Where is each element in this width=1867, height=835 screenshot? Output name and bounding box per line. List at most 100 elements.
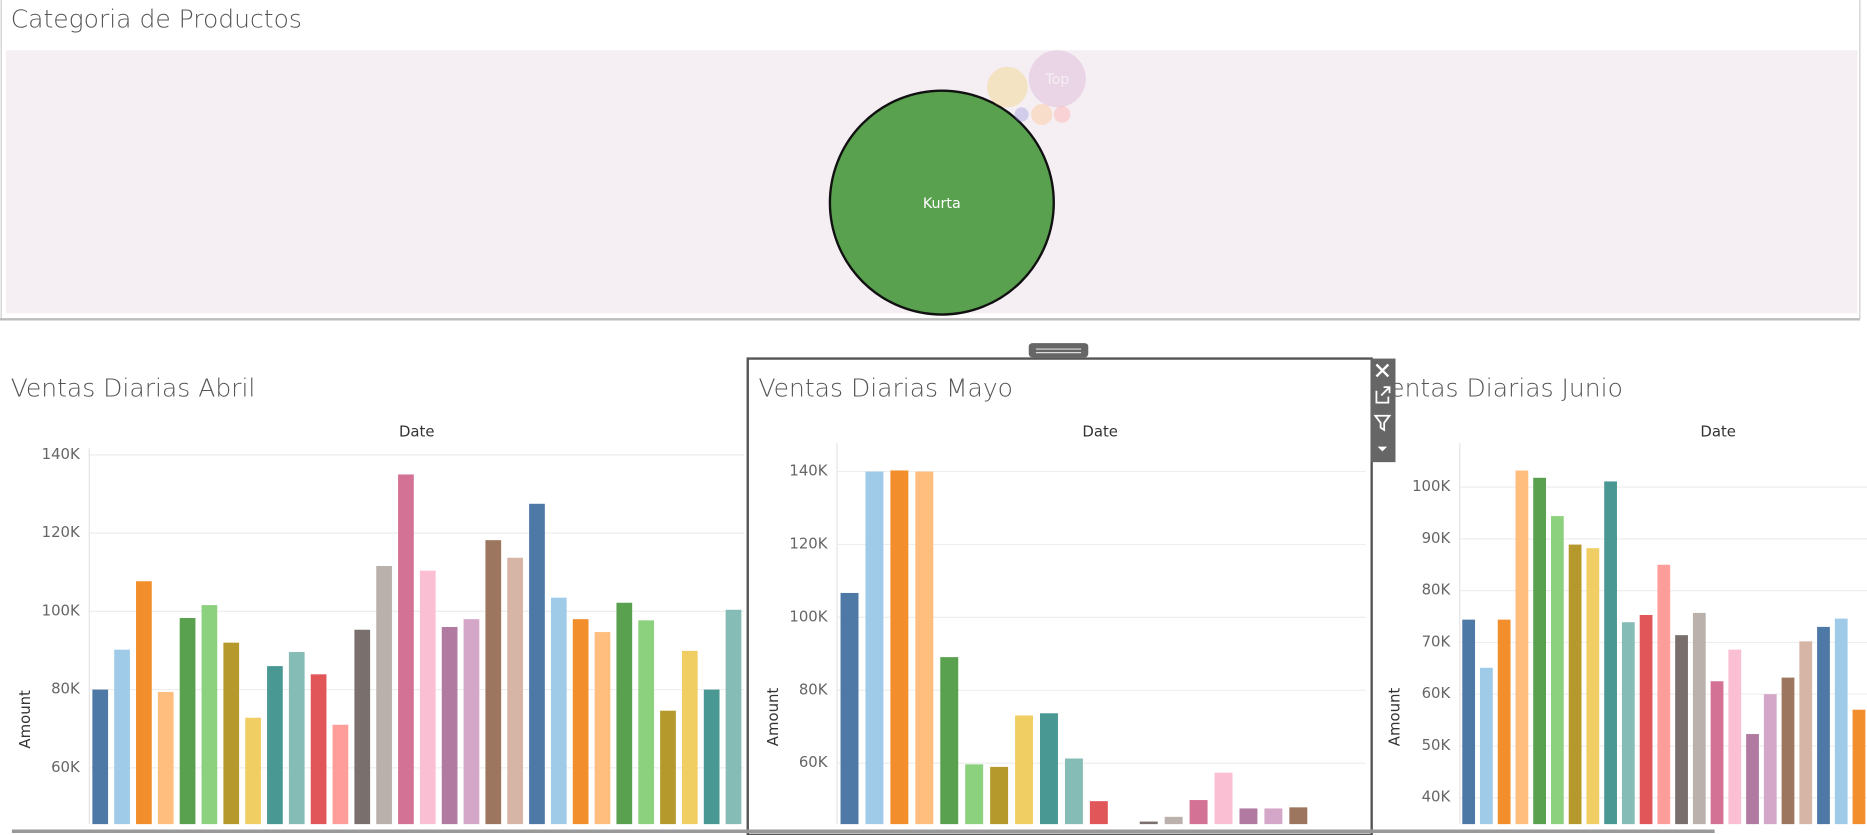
y-axis-title: Amount	[764, 688, 782, 747]
y-tick-label: 120K	[42, 523, 81, 541]
bar	[1657, 564, 1671, 825]
bar	[179, 617, 196, 825]
bar	[965, 764, 984, 825]
bar	[1015, 715, 1034, 825]
chart-title: Ventas Diarias Abril	[11, 374, 256, 403]
bar	[890, 470, 909, 825]
bar	[463, 619, 480, 825]
bar	[1639, 614, 1653, 825]
y-tick-label: 80K	[799, 680, 829, 698]
bar	[1763, 694, 1777, 825]
y-tick-label: 100K	[789, 607, 828, 625]
x-axis-title: Date	[1082, 422, 1118, 440]
chart-title: Ventas Diarias Mayo	[758, 374, 1013, 403]
y-tick-label: 140K	[789, 462, 828, 480]
y-tick-label: 60K	[799, 753, 829, 771]
bar	[594, 632, 611, 825]
bar	[1289, 807, 1308, 825]
bar	[1692, 612, 1706, 825]
bar	[703, 689, 720, 825]
y-tick-label: 80K	[51, 680, 81, 698]
bar	[1586, 548, 1600, 825]
y-tick-label: 70K	[1422, 632, 1452, 650]
bar	[92, 689, 109, 825]
bar	[507, 557, 523, 825]
bar	[1817, 626, 1830, 825]
open-icon[interactable]	[1375, 386, 1391, 404]
bars	[92, 474, 742, 825]
resize-handle[interactable]	[1028, 343, 1089, 358]
y-tick-label: 50K	[1422, 736, 1452, 754]
y-tick-label: 40K	[1422, 788, 1452, 806]
y-axis-title: Amount	[16, 690, 34, 749]
bar	[398, 474, 414, 825]
bar	[223, 642, 240, 825]
close-icon[interactable]	[1375, 363, 1390, 378]
bar	[354, 629, 371, 825]
bar	[1497, 619, 1511, 825]
bar	[1834, 618, 1848, 825]
bar	[915, 471, 934, 825]
bar	[1480, 667, 1493, 825]
bar	[1164, 816, 1183, 825]
bar	[1533, 477, 1547, 825]
bar	[1189, 800, 1208, 825]
bubble	[1014, 107, 1029, 122]
y-tick-label: 100K	[42, 601, 81, 619]
bar-chart: Ventas Diarias Mayo Date Amount 60K 80K 100K…	[758, 374, 1366, 825]
bar	[245, 717, 261, 825]
y-tick-label: 60K	[1422, 684, 1452, 702]
y-tick-label: 80K	[1422, 581, 1452, 599]
bar	[1089, 801, 1108, 825]
filter-icon[interactable]	[1373, 414, 1392, 432]
bar	[1568, 544, 1582, 825]
y-tick-label: 120K	[789, 534, 828, 552]
y-axis-title: Amount	[1385, 688, 1403, 747]
bubble	[1031, 103, 1053, 126]
bar	[865, 471, 884, 825]
bar	[1675, 635, 1688, 825]
bar	[1621, 622, 1635, 825]
bar	[441, 626, 458, 825]
bubble-chart: Kurta Top	[828, 50, 1086, 316]
bar	[288, 652, 305, 825]
bar	[1515, 470, 1529, 825]
bar	[529, 503, 545, 825]
bar	[136, 581, 152, 825]
x-axis-title: Date	[1700, 422, 1736, 440]
bar	[267, 666, 283, 825]
bar	[1462, 619, 1476, 825]
bar	[419, 570, 436, 825]
chart-title: Categoria de Productos	[11, 4, 302, 33]
bubble	[1053, 106, 1071, 123]
y-tick-label: 90K	[1422, 529, 1452, 547]
menu-icon[interactable]	[1377, 446, 1388, 452]
bubble	[986, 66, 1028, 108]
bar	[1746, 734, 1759, 825]
bar	[940, 657, 959, 825]
chart-title: Ventas Diarias Junio	[1374, 374, 1623, 403]
bar	[1550, 516, 1564, 825]
bubble-label: Top	[1044, 72, 1069, 88]
bar	[157, 691, 174, 825]
bar	[1264, 808, 1283, 825]
bars	[1462, 470, 1866, 825]
panel-toolbar	[1370, 358, 1396, 463]
bar	[1064, 758, 1083, 825]
bar	[310, 674, 327, 825]
bar	[1139, 821, 1158, 825]
bar	[1214, 772, 1233, 825]
bar	[638, 620, 655, 825]
bar	[1799, 641, 1813, 825]
bubble	[828, 89, 1055, 316]
bar	[725, 609, 742, 825]
bar	[660, 710, 676, 825]
bar	[681, 650, 698, 825]
bubble	[1028, 50, 1086, 108]
bars	[840, 470, 1308, 825]
bar	[485, 540, 502, 825]
bubble-label: Kurta	[923, 196, 961, 212]
bar	[1852, 709, 1866, 825]
bar	[840, 592, 859, 825]
